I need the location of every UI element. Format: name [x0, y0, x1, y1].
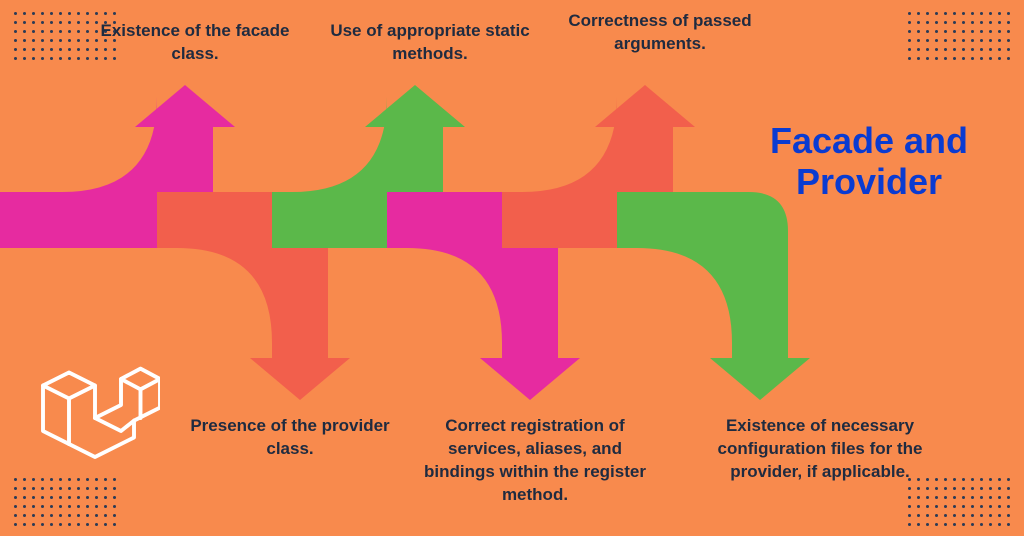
label-bottom-1: Presence of the provider class. [175, 415, 405, 461]
label-top-1: Existence of the facade class. [95, 20, 295, 66]
label-bottom-2: Correct registration of services, aliase… [415, 415, 655, 507]
label-top-3: Correctness of passed arguments. [560, 10, 760, 56]
diagram-title: Facade and Provider [754, 120, 984, 203]
label-bottom-3: Existence of necessary configuration fil… [705, 415, 935, 484]
laravel-logo-icon [30, 340, 160, 470]
label-top-2: Use of appropriate static methods. [330, 20, 530, 66]
